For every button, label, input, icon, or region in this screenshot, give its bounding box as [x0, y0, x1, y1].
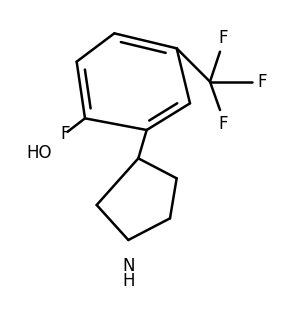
Text: F: F [218, 29, 227, 47]
Text: H: H [122, 272, 135, 290]
Text: HO: HO [26, 144, 52, 162]
Text: F: F [257, 73, 267, 91]
Text: F: F [60, 125, 70, 142]
Text: F: F [218, 115, 227, 133]
Text: N: N [122, 257, 135, 275]
